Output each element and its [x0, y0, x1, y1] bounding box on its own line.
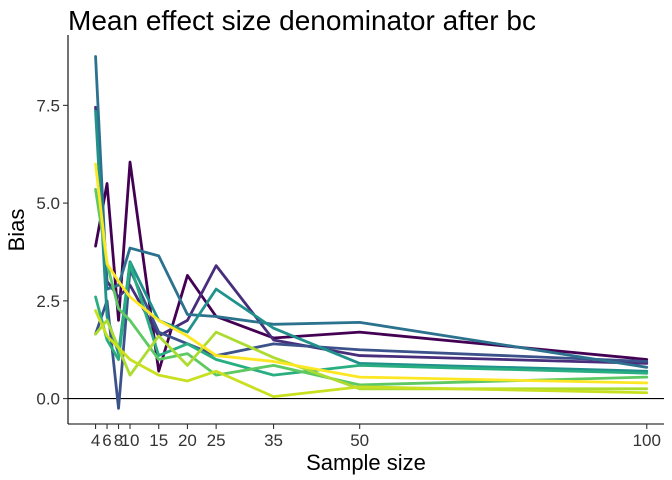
x-axis-title: Sample size: [306, 450, 426, 475]
x-tick-label: 15: [149, 431, 168, 450]
chart-title: Mean effect size denominator after bc: [68, 5, 536, 36]
series-line-4: [94, 55, 649, 369]
x-tick-label: 100: [633, 431, 661, 450]
y-tick-label: 5.0: [36, 194, 60, 213]
series-lines: [94, 55, 649, 410]
x-tick-label: 50: [350, 431, 369, 450]
x-tick-label: 25: [207, 431, 226, 450]
series-line-1: [94, 160, 649, 373]
x-tick-label: 6: [102, 431, 111, 450]
axes: [67, 35, 664, 425]
y-tick-label: 7.5: [36, 96, 60, 115]
y-tick-label: 0.0: [36, 390, 60, 409]
series-line-7: [94, 188, 649, 387]
x-tick-label: 8: [114, 431, 123, 450]
series-line-9: [94, 309, 649, 399]
x-axis-ticks: 4 6 810 15 20 25 35 50 100: [91, 424, 661, 450]
x-tick-label: 35: [264, 431, 283, 450]
y-axis-title: Bias: [4, 209, 29, 252]
x-tick-label: 10: [121, 431, 140, 450]
series-line-8: [94, 318, 649, 391]
x-tick-label: 4: [91, 431, 100, 450]
y-tick-label: 2.5: [36, 292, 60, 311]
y-axis-ticks: 0.0 2.5 5.0 7.5: [36, 96, 68, 409]
x-tick-label: 20: [178, 431, 197, 450]
series-line-10: [94, 162, 649, 385]
